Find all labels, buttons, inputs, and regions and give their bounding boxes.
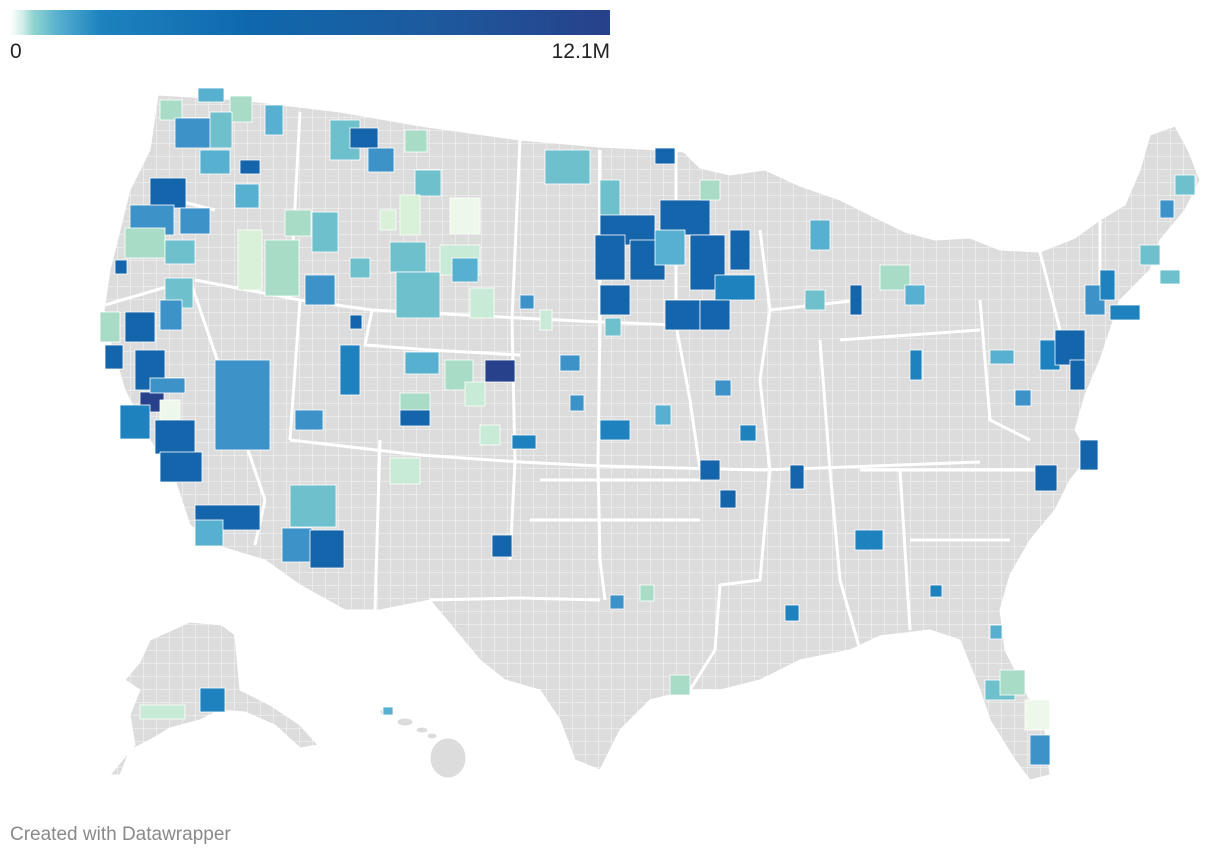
county-data-regions [99, 87, 1196, 766]
contiguous-us-landmass [103, 94, 1201, 781]
legend-max-label: 12.1M [551, 40, 610, 63]
color-scale-legend [10, 10, 610, 35]
credit-text: Created with Datawrapper [10, 824, 231, 845]
legend-min-label: 0 [10, 40, 22, 63]
hawaii-islands [379, 707, 467, 779]
